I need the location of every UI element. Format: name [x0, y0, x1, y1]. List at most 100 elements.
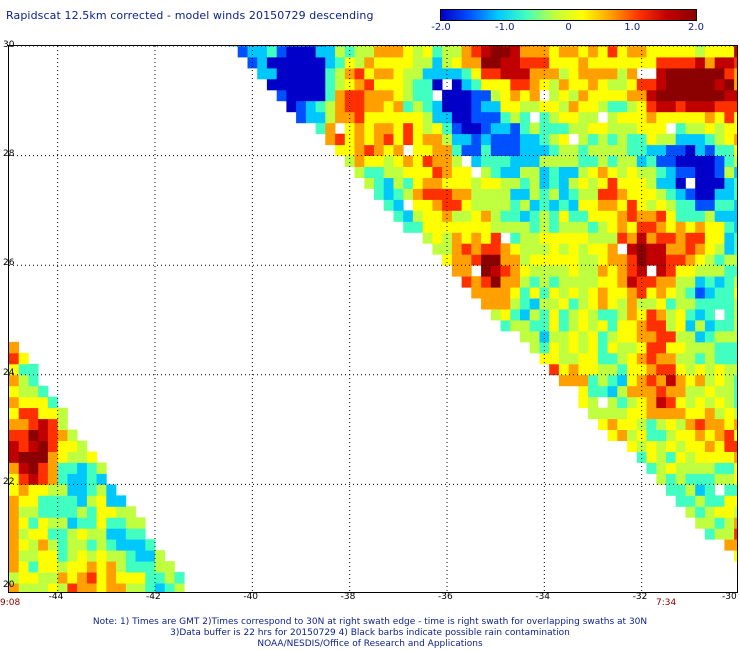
heatmap-cell: [646, 462, 657, 474]
heatmap-cell: [383, 133, 394, 146]
heatmap-cell: [724, 199, 735, 211]
heatmap-cell: [422, 111, 433, 124]
heatmap-cell: [490, 89, 501, 102]
heatmap-cell: [588, 67, 599, 80]
heatmap-cell: [500, 254, 511, 266]
heatmap-cell: [704, 473, 715, 485]
heatmap-cell: [695, 462, 706, 474]
heatmap-cell: [47, 396, 58, 409]
heatmap-cell: [597, 155, 608, 167]
heatmap-cell: [145, 550, 156, 562]
heatmap-cell: [539, 341, 550, 354]
heatmap-cell: [627, 199, 638, 211]
heatmap-cell: [734, 451, 737, 463]
heatmap-cell: [145, 583, 156, 592]
heatmap-cell: [412, 100, 423, 113]
heatmap-cell: [695, 309, 706, 321]
heatmap-cell: [481, 78, 492, 91]
heatmap-cell: [617, 309, 628, 321]
heatmap-cell: [704, 418, 715, 430]
heatmap-cell: [607, 210, 618, 222]
heatmap-cell: [695, 331, 706, 343]
heatmap-cell: [451, 78, 462, 91]
heatmap-cell: [695, 188, 706, 200]
heatmap-cell: [529, 309, 540, 321]
heatmap-cell: [646, 155, 657, 167]
heatmap-cell: [724, 473, 735, 485]
heatmap-cell: [305, 111, 316, 124]
colorbar: [440, 9, 697, 21]
heatmap-cell: [9, 506, 20, 518]
heatmap-cell: [520, 276, 531, 288]
heatmap-cell: [529, 298, 540, 310]
heatmap-cell: [714, 254, 725, 266]
heatmap-cell: [510, 177, 521, 189]
heatmap-cell: [364, 111, 375, 124]
heatmap-cell: [607, 199, 618, 211]
heatmap-cell: [549, 133, 560, 146]
heatmap-cell: [666, 46, 677, 58]
heatmap-cell: [9, 583, 20, 592]
heatmap-cell: [568, 221, 579, 233]
heatmap-cell: [500, 78, 511, 91]
heatmap-cell: [354, 100, 365, 113]
heatmap-cell: [734, 67, 737, 80]
heatmap-cell: [636, 133, 647, 146]
heatmap-cell: [481, 243, 492, 255]
heatmap-cell: [666, 418, 677, 430]
heatmap-cell: [666, 111, 677, 124]
heatmap-cell: [451, 177, 462, 189]
heatmap-cell: [67, 473, 78, 485]
heatmap-cell: [627, 418, 638, 430]
heatmap-cell: [28, 462, 39, 474]
heatmap-cell: [520, 111, 531, 124]
heatmap-cell: [529, 78, 540, 91]
heatmap-cell: [666, 276, 677, 288]
heatmap-cell: [558, 374, 569, 387]
heatmap-cell: [714, 506, 725, 518]
heatmap-cell: [47, 539, 58, 551]
heatmap-cell: [578, 199, 589, 211]
heatmap-cell: [86, 506, 97, 518]
heatmap-cell: [636, 243, 647, 255]
heatmap-cell: [383, 46, 394, 58]
heatmap-cell: [412, 67, 423, 80]
heatmap-cell: [451, 210, 462, 222]
heatmap-cell: [704, 517, 715, 529]
heatmap-cell: [539, 67, 550, 80]
heatmap-cell: [704, 155, 715, 167]
heatmap-cell: [695, 221, 706, 233]
heatmap-cell: [588, 166, 599, 178]
heatmap-cell: [490, 276, 501, 288]
heatmap-cell: [432, 199, 443, 211]
heatmap-cell: [481, 177, 492, 189]
heatmap-cell: [734, 144, 737, 156]
heatmap-cell: [432, 78, 443, 91]
heatmap-cell: [539, 320, 550, 332]
heatmap-cell: [558, 144, 569, 156]
heatmap-cell: [57, 495, 68, 507]
heatmap-cell: [734, 276, 737, 288]
heatmap-cell: [500, 243, 511, 255]
heatmap-cell: [558, 363, 569, 376]
heatmap-cell: [315, 78, 326, 91]
heatmap-cell: [734, 418, 737, 430]
heatmap-cell: [67, 539, 78, 551]
heatmap-cell: [28, 396, 39, 409]
heatmap-cell: [714, 473, 725, 485]
heatmap-cell: [666, 396, 677, 409]
heatmap-cell: [471, 254, 482, 266]
heatmap-cell: [734, 133, 737, 146]
heatmap-cell: [617, 363, 628, 376]
heatmap-cell: [627, 89, 638, 102]
heatmap-cell: [135, 550, 146, 562]
heatmap-cell: [549, 166, 560, 178]
heatmap-cell: [627, 385, 638, 398]
heatmap-cell: [675, 374, 686, 387]
y-tick-label: 30: [3, 40, 15, 50]
heatmap-cell: [685, 46, 696, 58]
heatmap-cell: [685, 429, 696, 441]
heatmap-cell: [500, 298, 511, 310]
heatmap-cell: [627, 440, 638, 452]
heatmap-cell: [627, 243, 638, 255]
